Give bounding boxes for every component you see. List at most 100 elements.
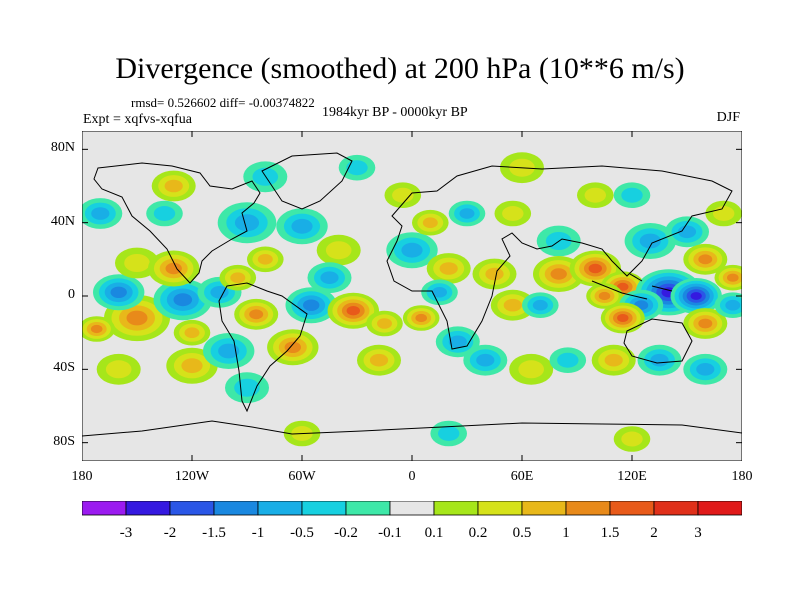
contour-blob bbox=[617, 282, 629, 291]
experiment-label: Expt = xqfvs-xqfua bbox=[83, 112, 192, 127]
contour-blob bbox=[650, 353, 669, 367]
contour-blob bbox=[604, 353, 623, 367]
plot-axes bbox=[82, 131, 742, 461]
contour-fields bbox=[82, 152, 742, 452]
colorbar-label: 0.2 bbox=[469, 525, 488, 541]
colorbar-label: 0.5 bbox=[513, 525, 532, 541]
contour-blob bbox=[415, 313, 428, 323]
contour-blob bbox=[303, 299, 320, 311]
contour-blob bbox=[401, 242, 423, 258]
contour-blob bbox=[588, 263, 602, 274]
contour-blob bbox=[438, 426, 460, 441]
coast-australia bbox=[623, 318, 693, 364]
colorbar-cell bbox=[213, 501, 259, 516]
contour-blob bbox=[550, 268, 567, 280]
colorbar-label: -1 bbox=[252, 525, 265, 541]
contour-blob bbox=[503, 298, 522, 312]
contour-blob bbox=[598, 291, 611, 301]
y-tick-label: 80S bbox=[53, 433, 75, 449]
x-tick-label: 180 bbox=[731, 469, 753, 484]
contour-blob bbox=[124, 254, 150, 272]
colorbar-cell bbox=[257, 501, 303, 516]
contour-blob bbox=[725, 299, 741, 311]
coast-south-america bbox=[218, 282, 308, 413]
x-tick-label: 60E bbox=[510, 469, 534, 484]
contour-blob bbox=[422, 217, 438, 228]
colorbar-label: -2 bbox=[164, 525, 177, 541]
contour-blob bbox=[218, 343, 240, 359]
contour-blob bbox=[153, 206, 176, 221]
colorbar-label: 3 bbox=[694, 525, 702, 541]
colorbar-label: 0.1 bbox=[425, 525, 444, 541]
colorbar-cell bbox=[125, 501, 171, 516]
contour-blob bbox=[346, 160, 368, 176]
x-tick-label: 120W bbox=[174, 469, 210, 484]
contour-blob bbox=[184, 327, 200, 338]
y-tick-label: 0 bbox=[68, 287, 75, 302]
contour-blob bbox=[126, 310, 148, 326]
y-tick-label: 40N bbox=[50, 213, 75, 229]
contour-blob bbox=[698, 254, 713, 265]
contour-blob bbox=[105, 360, 132, 379]
contour-blob bbox=[532, 299, 548, 311]
colorbar-label: -0.5 bbox=[290, 525, 314, 541]
x-tick-label: 0 bbox=[408, 469, 416, 484]
colorbar-cell bbox=[521, 501, 567, 516]
coast-africa-eurasia bbox=[386, 165, 733, 350]
contour-blob bbox=[690, 292, 702, 300]
stats-text: rmsd= 0.526602 diff= -0.00374822 bbox=[131, 95, 315, 110]
contour-blob bbox=[91, 207, 110, 220]
contour-blob bbox=[518, 360, 544, 379]
contour-blob bbox=[234, 214, 260, 232]
contour-blob bbox=[377, 318, 392, 329]
colorbar-label: -3 bbox=[120, 525, 133, 541]
contour-blob bbox=[432, 287, 447, 298]
contour-blob bbox=[502, 206, 524, 221]
coastlines bbox=[82, 152, 742, 437]
contour-blob bbox=[698, 318, 713, 329]
colorbar-cell bbox=[169, 501, 215, 516]
coast-indonesia bbox=[591, 273, 673, 300]
colorbar-label: 1.5 bbox=[601, 525, 620, 541]
colorbar-label: -0.1 bbox=[378, 525, 402, 541]
colorbar-label: 2 bbox=[650, 525, 658, 541]
coast-antarctica bbox=[82, 420, 742, 437]
contour-blob bbox=[164, 179, 183, 193]
contour-blob bbox=[284, 341, 301, 353]
colorbar-label: 1 bbox=[562, 525, 570, 541]
contour-blob bbox=[459, 208, 475, 219]
contour-blob bbox=[291, 218, 313, 234]
colorbar-cell bbox=[389, 501, 435, 516]
contour-blob bbox=[448, 335, 467, 349]
colorbar-cell bbox=[301, 501, 347, 516]
colorbar-cell bbox=[345, 501, 391, 516]
contour-blob bbox=[165, 262, 182, 275]
contour-blob bbox=[369, 353, 389, 367]
contour-blob bbox=[173, 293, 193, 307]
contour-blob bbox=[584, 187, 606, 203]
coast-north-america bbox=[93, 162, 261, 284]
period-label: 1984kyr BP - 0000kyr BP bbox=[322, 105, 468, 120]
colorbar-cell bbox=[565, 501, 611, 516]
colorbar-cell bbox=[477, 501, 523, 516]
contour-blob bbox=[249, 309, 264, 320]
contour-blob bbox=[230, 272, 246, 283]
contour-blob bbox=[713, 206, 735, 221]
contour-blob bbox=[110, 286, 127, 298]
contour-blob bbox=[696, 363, 715, 376]
contour-blob bbox=[439, 262, 458, 275]
colorbar-cell bbox=[653, 501, 699, 516]
colorbar-cells bbox=[82, 501, 742, 516]
contour-blob bbox=[557, 352, 579, 368]
contour-blob bbox=[346, 306, 360, 316]
colorbar-label: -0.2 bbox=[334, 525, 358, 541]
season-label: DJF bbox=[716, 110, 740, 125]
y-tick-label: 80N bbox=[50, 140, 75, 156]
map-plot bbox=[82, 131, 742, 461]
coast-greenland bbox=[261, 152, 353, 210]
contour-blob bbox=[677, 225, 697, 239]
colorbar-cell bbox=[697, 501, 742, 516]
contour-blob bbox=[90, 324, 103, 334]
contour-blob bbox=[621, 431, 643, 447]
contour-blob bbox=[210, 286, 229, 299]
